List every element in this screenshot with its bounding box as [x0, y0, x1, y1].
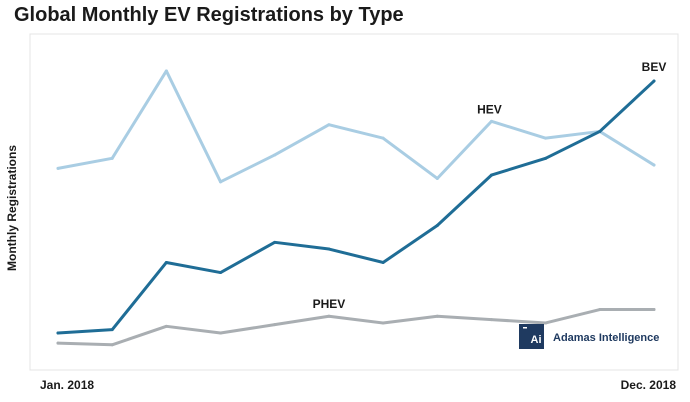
data-point-hev-4 [219, 180, 223, 184]
data-point-bev-3 [164, 260, 168, 264]
series-label-bev: BEV [642, 60, 667, 74]
data-point-phev-12 [652, 308, 656, 312]
data-point-bev-5 [273, 240, 277, 244]
data-point-hev-6 [327, 123, 331, 127]
brand-name: Adamas Intelligence [553, 332, 659, 344]
series-line-phev [56, 308, 656, 347]
data-point-hev-2 [110, 156, 114, 160]
x-tick-label-end: Dec. 2018 [621, 378, 677, 392]
data-point-bev-6 [327, 247, 331, 251]
series-line-hev [56, 69, 656, 184]
data-point-bev-11 [598, 129, 602, 133]
series-label-hev: HEV [477, 102, 502, 116]
data-point-bev-8 [435, 224, 439, 228]
data-point-bev-4 [219, 271, 223, 275]
chart-title: Global Monthly EV Registrations by Type [14, 4, 404, 26]
series-label-group: HEV BEV PHEV [313, 60, 667, 311]
data-point-hev-8 [435, 176, 439, 180]
series-label-phev: PHEV [313, 297, 346, 311]
brand-logo-accent [523, 327, 527, 329]
data-point-phev-8 [435, 314, 439, 318]
brand-logo-text: Ai [531, 334, 542, 346]
series-group [56, 69, 656, 347]
data-point-bev-9 [489, 173, 493, 177]
data-point-hev-5 [273, 153, 277, 157]
brand-logo: Ai Adamas Intelligence [519, 324, 659, 349]
data-point-hev-1 [56, 166, 60, 170]
data-point-phev-10 [544, 321, 548, 325]
data-point-phev-3 [164, 324, 168, 328]
data-point-hev-7 [381, 136, 385, 140]
data-point-phev-11 [598, 308, 602, 312]
series-line-bev [56, 79, 656, 335]
data-point-bev-10 [544, 156, 548, 160]
data-point-phev-4 [219, 331, 223, 335]
y-axis-label: Monthly Registrations [5, 145, 19, 271]
data-point-phev-7 [381, 321, 385, 325]
data-point-phev-6 [327, 314, 331, 318]
data-point-bev-1 [56, 331, 60, 335]
data-point-bev-7 [381, 260, 385, 264]
data-point-phev-5 [273, 323, 277, 327]
x-tick-label-start: Jan. 2018 [40, 378, 94, 392]
data-point-hev-12 [652, 163, 656, 167]
data-point-phev-2 [110, 343, 114, 347]
data-point-phev-9 [489, 318, 493, 322]
data-point-hev-10 [544, 136, 548, 140]
data-point-bev-2 [110, 328, 114, 332]
data-point-bev-12 [652, 79, 656, 83]
data-point-phev-1 [56, 341, 60, 345]
data-point-hev-9 [489, 119, 493, 123]
plot-frame [29, 33, 679, 371]
data-point-hev-3 [164, 69, 168, 73]
